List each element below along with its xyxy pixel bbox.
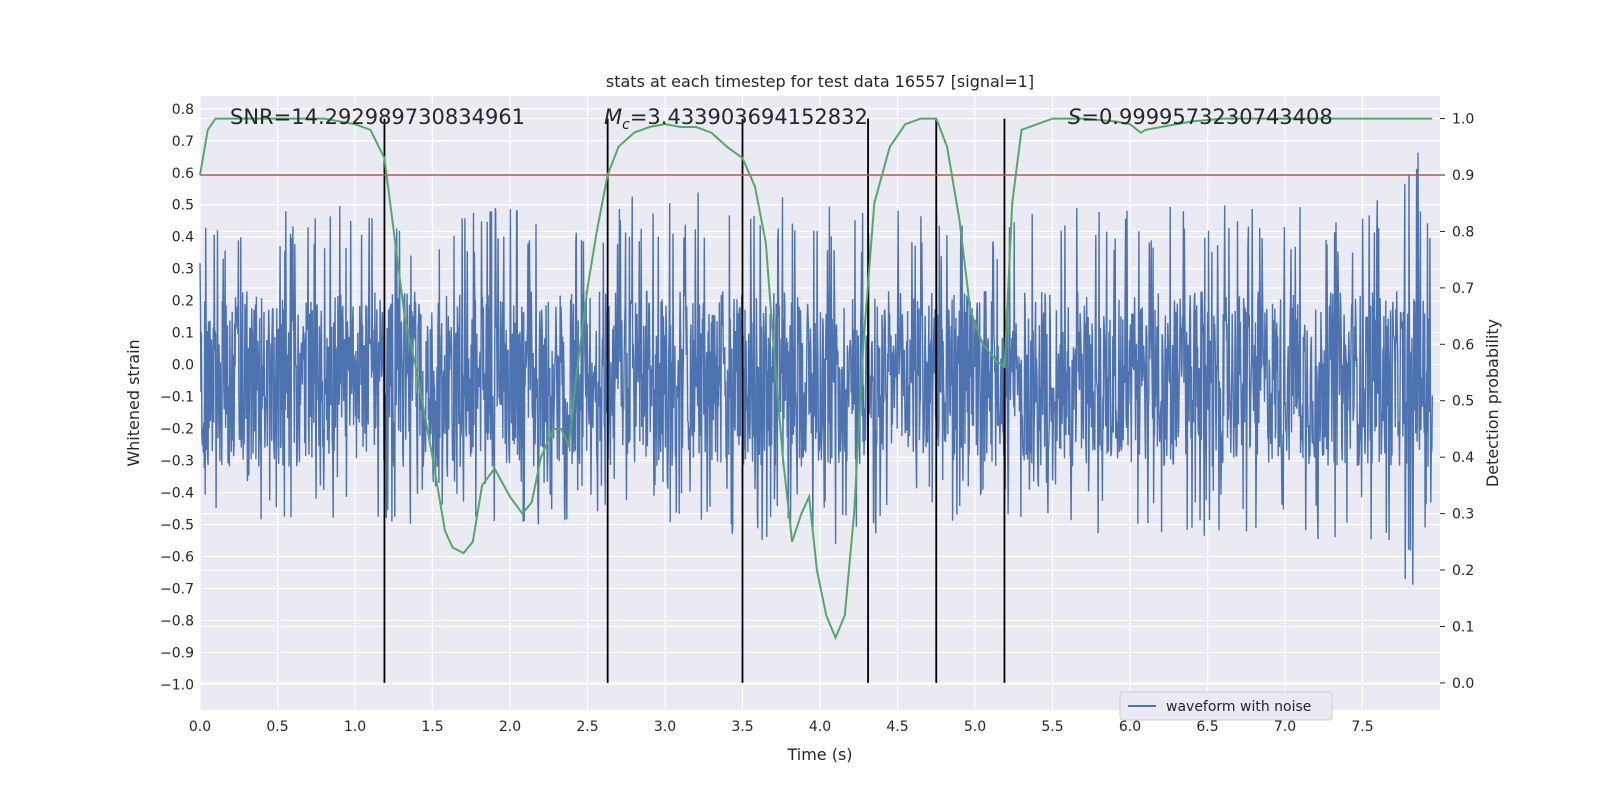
detection-probability-line (199, 117, 1433, 641)
legend-label: waveform with noise (1166, 699, 1311, 715)
x-tick-label: 5.0 (964, 719, 986, 735)
y-right-tick-label: 0.2 (1452, 563, 1474, 579)
y-right-tick-label: 0.9 (1452, 168, 1474, 184)
y-tick-label: −0.6 (160, 550, 194, 566)
right-y-ticks: 1.0 0.9 0.8 0.7 0.6 0.5 0.4 0.3 0.2 0.1 0.0 (1440, 112, 1474, 692)
probability-series (199, 117, 1433, 641)
x-tick-label: 3.0 (654, 719, 676, 735)
y-tick-label: 0.0 (172, 358, 194, 374)
x-ticks: 0.0 0.5 1.0 1.5 2.0 2.5 3.0 3.5 4.0 4.5 5.0 5.5 6.0 6… (189, 719, 1374, 735)
y-tick-label: −0.4 (160, 486, 194, 502)
y-right-tick-label: 0.4 (1452, 450, 1474, 466)
x-axis-label: Time (s) (786, 745, 852, 764)
y-right-tick-label: 0.6 (1452, 337, 1474, 353)
chirp-mass-subscript: c (622, 117, 630, 133)
y-tick-label: −0.7 (160, 581, 194, 597)
s-symbol: S (1068, 105, 1081, 129)
y-tick-label: −0.1 (160, 390, 194, 406)
segment-markers (383, 118, 1006, 683)
y-right-tick-label: 0.7 (1452, 281, 1474, 297)
y-tick-label: 0.6 (172, 166, 194, 182)
x-tick-label: 5.5 (1041, 719, 1063, 735)
y-tick-label: 0.3 (172, 262, 194, 278)
s-value: =0.9999573230743408 (1081, 105, 1332, 129)
x-tick-label: 7.5 (1351, 719, 1373, 735)
y-tick-label: 0.8 (172, 102, 194, 118)
x-tick-label: 4.5 (886, 719, 908, 735)
y-tick-label: 0.1 (172, 326, 194, 342)
x-tick-label: 0.0 (189, 719, 211, 735)
x-tick-label: 3.5 (731, 719, 753, 735)
y-tick-label: −0.8 (160, 613, 194, 629)
x-tick-label: 1.5 (421, 719, 443, 735)
y-tick-label: 0.2 (172, 294, 194, 310)
x-tick-label: 1.0 (344, 719, 366, 735)
x-tick-label: 0.5 (266, 719, 288, 735)
y-tick-label: 0.4 (172, 230, 194, 246)
waveform-series (199, 152, 1433, 585)
y-right-tick-label: 0.8 (1452, 224, 1474, 240)
legend-box (1119, 691, 1333, 721)
y-tick-label: −0.2 (160, 422, 194, 438)
x-tick-label: 4.0 (809, 719, 831, 735)
y-right-tick-label: 0.5 (1452, 394, 1474, 410)
waveform-line (199, 152, 1433, 585)
y-tick-label: 0.5 (172, 198, 194, 214)
x-tick-label: 6.5 (1196, 719, 1218, 735)
y-right-tick-label: 0.0 (1452, 676, 1474, 692)
x-tick-label: 7.0 (1274, 719, 1296, 735)
y-right-tick-label: 0.3 (1452, 507, 1474, 523)
chirp-mass-symbol: M (604, 105, 622, 129)
y-axis-label: Whitened strain (124, 339, 143, 466)
y-tick-label: −0.3 (160, 454, 194, 470)
s-annotation: S=0.9999573230743408 (1068, 105, 1333, 129)
y-tick-label: 0.7 (172, 134, 194, 150)
y-axis-label-right: Detection probability (1483, 319, 1502, 487)
chirp-mass-value: =3.433903694152832 (630, 105, 868, 129)
y-right-tick-label: 0.1 (1452, 619, 1474, 635)
y-tick-label: −1.0 (160, 677, 194, 693)
left-y-ticks: 0.8 0.7 0.6 0.5 0.4 0.3 0.2 0.1 0.0 −0.1 −0.2 −0.3 −… (160, 102, 194, 694)
x-tick-label: 2.5 (576, 719, 598, 735)
legend: waveform with noise (1119, 691, 1333, 721)
chart-title: stats at each timestep for test data 165… (606, 72, 1034, 91)
x-tick-label: 6.0 (1119, 719, 1141, 735)
snr-annotation: SNR=14.292989730834961 (230, 105, 525, 129)
x-tick-label: 2.0 (499, 719, 521, 735)
y-tick-label: −0.9 (160, 645, 194, 661)
y-right-tick-label: 1.0 (1452, 112, 1474, 128)
chirp-mass-annotation: Mc=3.433903694152832 (604, 105, 868, 133)
y-tick-label: −0.5 (160, 518, 194, 534)
